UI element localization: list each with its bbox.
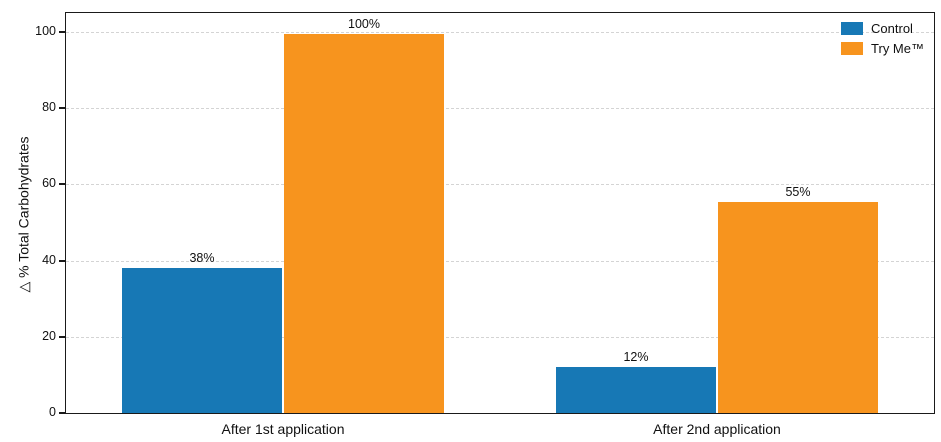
y-axis-title: △ % Total Carbohydrates (15, 136, 32, 293)
y-tick-label-0: 0 (49, 405, 56, 419)
legend-swatch-control (841, 22, 864, 35)
y-tick-label-80: 80 (42, 100, 56, 115)
y-tick-label-60: 60 (42, 176, 56, 191)
y-tick-mark-40 (59, 259, 66, 262)
bar-try-me--cat1 (284, 33, 444, 413)
bar-value-label: 100% (348, 16, 380, 31)
gridline-y-40 (66, 260, 934, 262)
legend-item-control: Control (841, 21, 924, 36)
plot-area: Control Try Me™ 38% 100% 12% 55% (65, 12, 935, 414)
bar-value-label: 55% (785, 184, 811, 199)
x-category-label-2: After 2nd application (653, 421, 781, 437)
y-tick-mark-60 (59, 183, 66, 186)
legend-label-control: Control (871, 21, 913, 36)
y-tick-label-100: 100 (35, 24, 56, 39)
y-tick-mark-80 (59, 107, 66, 110)
gridline-y-20 (66, 336, 934, 338)
gridline-y-100 (66, 32, 934, 34)
y-tick-label-20: 20 (42, 328, 56, 343)
y-tick-label-40: 40 (42, 252, 56, 267)
y-tick-mark-0 (59, 412, 66, 414)
bar-try-me--cat2 (718, 201, 878, 413)
bar-value-label: 12% (623, 350, 649, 365)
gridline-y-80 (66, 108, 934, 110)
legend-swatch-tryme (841, 42, 864, 55)
bar-control-cat1 (122, 268, 282, 413)
legend-label-tryme: Try Me™ (871, 41, 924, 56)
y-tick-mark-20 (59, 335, 66, 338)
legend: Control Try Me™ (841, 21, 924, 56)
gridline-y-60 (66, 184, 934, 186)
x-category-label-1: After 1st application (221, 421, 345, 437)
bar-control-cat2 (556, 367, 716, 413)
bar-value-label: 38% (189, 251, 215, 266)
legend-item-tryme: Try Me™ (841, 41, 924, 56)
y-tick-mark-100 (59, 31, 66, 34)
